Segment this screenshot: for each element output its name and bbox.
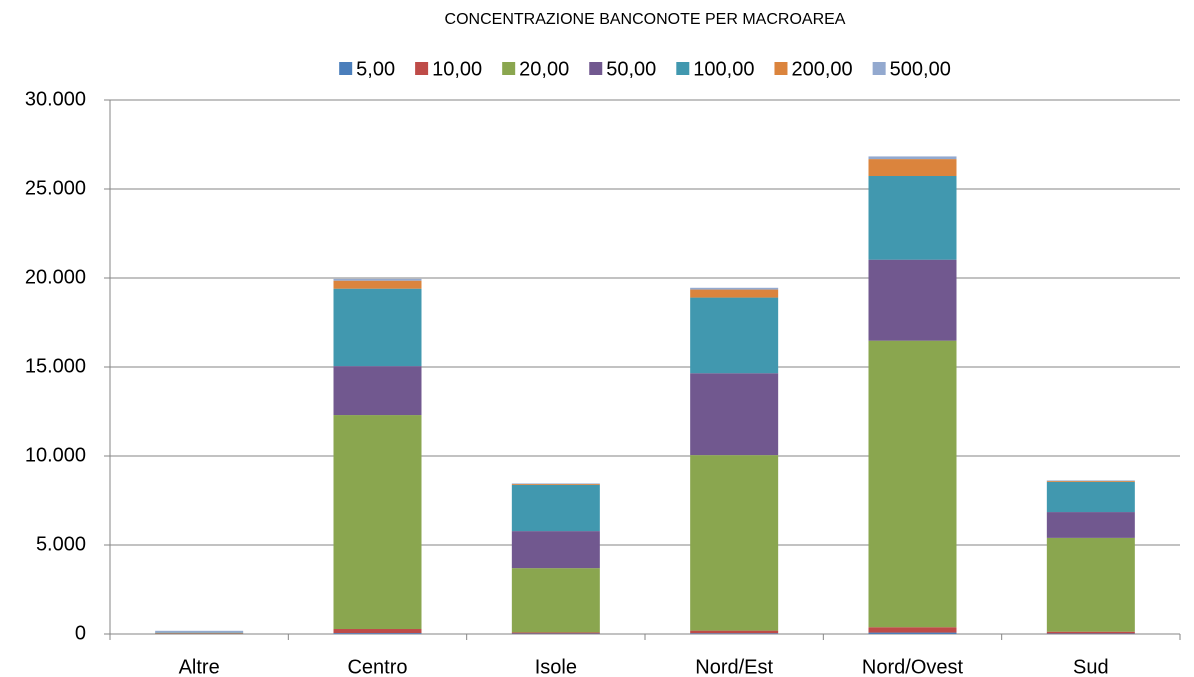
bar-segment	[333, 278, 422, 281]
legend-swatch	[339, 62, 353, 75]
bar-segment	[868, 340, 957, 628]
bar-segment	[1046, 512, 1135, 538]
y-tick-label: 20.000	[25, 266, 86, 288]
bar-segment	[333, 288, 422, 367]
chart-title: CONCENTRAZIONE BANCONOTE PER MACROAREA	[445, 11, 846, 28]
x-tick-label: Isole	[535, 656, 577, 677]
x-tick-label: Nord/Est	[695, 656, 773, 677]
bar-segment	[690, 289, 779, 298]
bar-segment	[511, 568, 600, 633]
bar-segment	[868, 156, 957, 160]
y-tick-label: 0	[75, 622, 86, 644]
bar-segment	[690, 630, 779, 634]
bar-segment	[1046, 480, 1135, 481]
legend-label: 100,00	[693, 58, 754, 80]
legend-swatch	[774, 62, 788, 75]
bar-segment	[155, 630, 244, 633]
bar-segment	[333, 280, 422, 289]
x-tick-label: Sud	[1073, 656, 1109, 677]
legend-label: 10,00	[432, 58, 482, 80]
y-tick-label: 5.000	[36, 533, 86, 555]
bar-segment	[511, 483, 600, 484]
legend-swatch	[502, 62, 516, 75]
bar-segment	[511, 484, 600, 532]
bar-segment	[511, 531, 600, 569]
bar-segment	[690, 633, 779, 634]
bar-segment	[1046, 480, 1135, 482]
bar-segment	[333, 366, 422, 416]
bar-segment	[511, 483, 600, 485]
bar-segment	[690, 297, 779, 374]
x-tick-label: Centro	[347, 656, 407, 677]
legend-label: 500,00	[890, 58, 951, 80]
legend-swatch	[676, 62, 690, 75]
bar-segment	[868, 632, 957, 634]
x-tick-label: Altre	[179, 656, 220, 677]
bar-segment	[1046, 481, 1135, 513]
bar-segment	[511, 632, 600, 634]
bar-segment	[868, 627, 957, 633]
bar-segment	[1046, 633, 1135, 634]
legend-label: 5,00	[356, 58, 395, 80]
bar-segment	[690, 287, 779, 290]
legend-label: 200,00	[791, 58, 852, 80]
bar-segment	[333, 629, 422, 634]
legend-swatch	[589, 62, 603, 75]
y-tick-label: 10.000	[25, 444, 86, 466]
y-tick-label: 25.000	[25, 177, 86, 199]
legend-swatch	[872, 62, 886, 75]
bar-segment	[868, 259, 957, 341]
bar-segment	[690, 373, 779, 456]
bar-segment	[1046, 537, 1135, 632]
bar-segment	[511, 633, 600, 634]
bar-segment	[690, 455, 779, 631]
bar-segment	[868, 176, 957, 260]
y-tick-label: 30.000	[25, 88, 86, 110]
x-tick-label: Nord/Ovest	[862, 656, 964, 677]
legend-label: 50,00	[606, 58, 656, 80]
bar-segment	[333, 415, 422, 630]
y-tick-label: 15.000	[25, 355, 86, 377]
legend-label: 20,00	[519, 58, 569, 80]
bar-segment	[868, 159, 957, 177]
bar-segment	[333, 633, 422, 634]
bar-segment	[1046, 631, 1135, 634]
legend-swatch	[415, 62, 429, 75]
